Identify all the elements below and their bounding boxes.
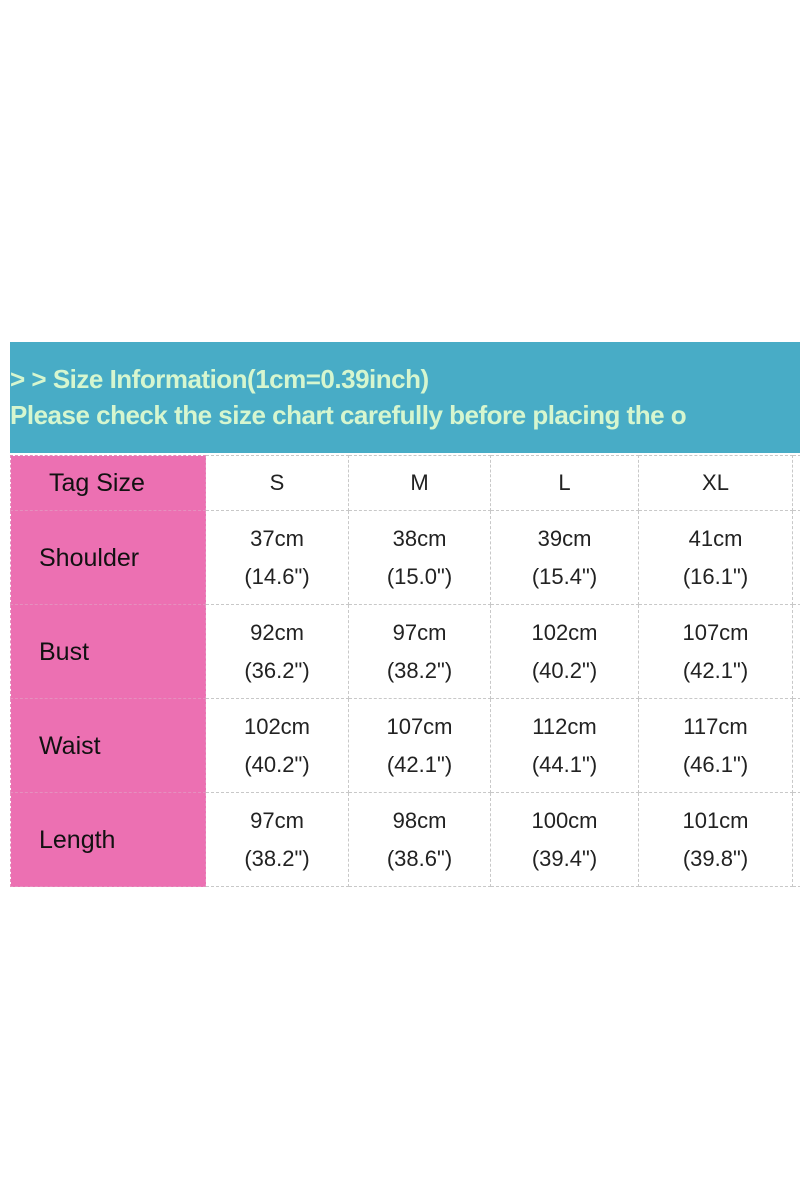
cm-value: 101cm: [682, 807, 749, 833]
size-info-title: > > Size Information(1cm=0.39inch): [10, 364, 429, 394]
cut-off-cell: [792, 604, 800, 699]
cm-value: 39cm: [537, 525, 592, 551]
header-row: Tag Size S M L XL: [10, 455, 800, 511]
cm-value: 98cm: [392, 807, 447, 833]
inch-value: (16.1"): [682, 563, 749, 589]
measurement-cell: 38cm (15.0"): [348, 510, 491, 605]
measurement-cell: 37cm (14.6"): [205, 510, 349, 605]
measurement-cell: 101cm (39.8"): [638, 792, 793, 887]
size-m: M: [348, 455, 491, 511]
row-label: Length: [10, 792, 206, 887]
table-row-shoulder: Shoulder 37cm (14.6") 38cm (15.0") 39cm (15.4"…: [10, 510, 800, 605]
inch-value: (14.6"): [244, 563, 310, 589]
inch-value: (15.0"): [386, 563, 453, 589]
size-s: S: [205, 455, 349, 511]
inch-value: (38.2"): [386, 657, 453, 683]
measurement-cell: 39cm (15.4"): [490, 510, 639, 605]
inch-value: (39.4"): [531, 845, 598, 871]
size-chart-table: Tag Size S M L XL Shoulder 37cm (14.6") 38c…: [10, 455, 800, 887]
inch-value: (40.2"): [244, 751, 310, 777]
inch-value: (40.2"): [531, 657, 598, 683]
measurement-cell: 117cm (46.1"): [638, 698, 793, 793]
cut-off-cell: [792, 510, 800, 605]
table-row-length: Length 97cm (38.2") 98cm (38.6") 100cm (39.4")…: [10, 792, 800, 887]
size-l: L: [490, 455, 639, 511]
cm-value: 102cm: [531, 619, 598, 645]
inch-value: (15.4"): [531, 563, 598, 589]
measurement-cell: 107cm (42.1"): [348, 698, 491, 793]
table-row-bust: Bust 92cm (36.2") 97cm (38.2") 102cm (40.2") 10…: [10, 604, 800, 699]
measurement-cell: 107cm (42.1"): [638, 604, 793, 699]
cm-value: 107cm: [682, 619, 749, 645]
cm-value: 97cm: [392, 619, 447, 645]
inch-value: (36.2"): [244, 657, 310, 683]
cm-value: 37cm: [250, 525, 304, 551]
table-row-waist: Waist 102cm (40.2") 107cm (42.1") 112cm (44.1"…: [10, 698, 800, 793]
inch-value: (39.8"): [682, 845, 749, 871]
inch-value: (46.1"): [682, 751, 749, 777]
cm-value: 117cm: [683, 713, 748, 739]
inch-value: (38.6"): [386, 845, 453, 871]
cm-value: 112cm: [532, 713, 597, 739]
inch-value: (44.1"): [531, 751, 598, 777]
cut-off-cell: [792, 698, 800, 793]
tag-size-label: Tag Size: [10, 455, 206, 511]
size-info-note: Please check the size chart carefully be…: [10, 400, 687, 430]
row-label: Shoulder: [10, 510, 206, 605]
inch-value: (42.1"): [682, 657, 749, 683]
measurement-cell: 97cm (38.2"): [205, 792, 349, 887]
measurement-cell: 100cm (39.4"): [490, 792, 639, 887]
measurement-cell: 112cm (44.1"): [490, 698, 639, 793]
cm-value: 97cm: [250, 807, 304, 833]
measurement-cell: 97cm (38.2"): [348, 604, 491, 699]
size-xl: XL: [638, 455, 793, 511]
size-info-banner: > > Size Information(1cm=0.39inch) Pleas…: [10, 342, 800, 453]
cm-value: 41cm: [688, 525, 743, 551]
cm-value: 38cm: [392, 525, 447, 551]
measurement-cell: 102cm (40.2"): [205, 698, 349, 793]
row-label: Bust: [10, 604, 206, 699]
cm-value: 100cm: [531, 807, 598, 833]
cut-off-cell: [792, 792, 800, 887]
measurement-cell: 98cm (38.6"): [348, 792, 491, 887]
cm-value: 102cm: [243, 713, 311, 739]
measurement-cell: 102cm (40.2"): [490, 604, 639, 699]
row-label: Waist: [10, 698, 206, 793]
cut-off-cell: [792, 455, 800, 511]
measurement-cell: 41cm (16.1"): [638, 510, 793, 605]
inch-value: (38.2"): [244, 845, 310, 871]
cm-value: 107cm: [386, 713, 453, 739]
inch-value: (42.1"): [386, 751, 453, 777]
cm-value: 92cm: [250, 619, 304, 645]
measurement-cell: 92cm (36.2"): [205, 604, 349, 699]
